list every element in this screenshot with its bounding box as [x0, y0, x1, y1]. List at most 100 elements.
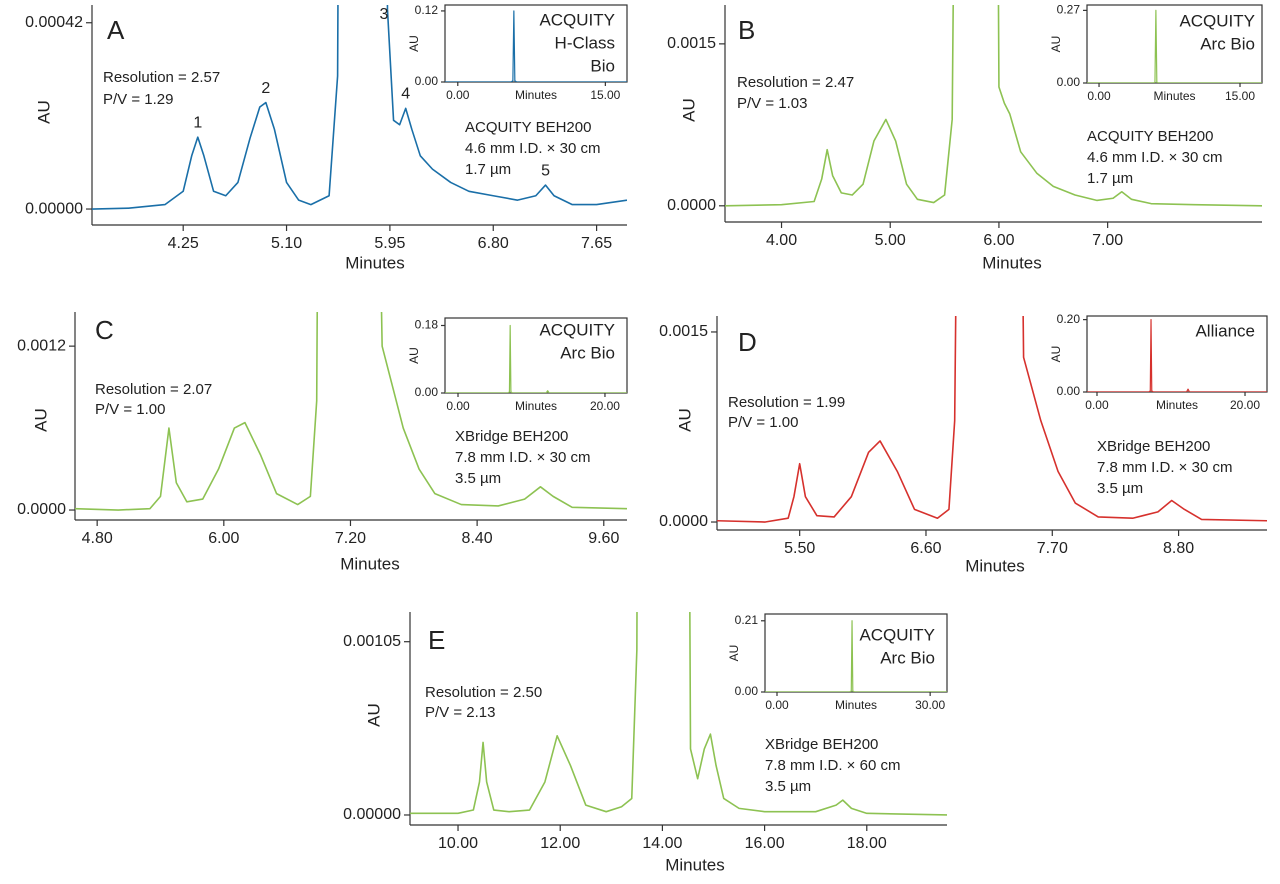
x-tick-label: 0.00	[1087, 89, 1111, 103]
x-tick-label: 7.20	[335, 530, 366, 547]
trace	[1087, 319, 1267, 392]
panel-label: C	[95, 315, 114, 345]
inset-y-title: AU	[407, 347, 421, 364]
y-tick-label: 0.00	[735, 684, 759, 698]
inset-y-title: AU	[1049, 36, 1063, 53]
pv-ratio: P/V = 2.13	[425, 704, 495, 721]
y-tick-label: 0.27	[1057, 3, 1081, 17]
pv-ratio: P/V = 1.03	[737, 95, 807, 112]
column-info: XBridge BEH200	[1097, 438, 1210, 455]
panel-label: E	[428, 625, 445, 655]
x-tick-label: 10.00	[438, 835, 478, 852]
y-tick-label: 0.0000	[659, 513, 708, 530]
y-axis-title: AU	[364, 703, 383, 727]
x-tick-label: 0.00	[446, 399, 470, 413]
y-axis-title: AU	[679, 98, 698, 122]
x-tick-label: 15.00	[1225, 89, 1255, 103]
x-tick-label: 5.95	[374, 235, 405, 252]
trace-group	[717, 316, 1267, 523]
trace-group	[92, 5, 627, 210]
column-info: 7.8 mm I.D. × 30 cm	[1097, 459, 1232, 476]
trace-group	[725, 5, 1262, 207]
x-tick-label: 7.65	[581, 235, 612, 252]
y-tick-label: 0.00000	[343, 806, 401, 823]
trace	[717, 316, 1267, 523]
column-info: 7.8 mm I.D. × 30 cm	[455, 449, 590, 466]
column-info: 3.5 µm	[455, 470, 501, 487]
pv-ratio: P/V = 1.00	[728, 414, 798, 431]
y-tick-label: 0.00042	[25, 14, 83, 31]
x-tick-label: 4.25	[168, 235, 199, 252]
column-info: 1.7 µm	[465, 161, 511, 178]
x-tick-label: 18.00	[847, 835, 887, 852]
y-tick-label: 0.00	[415, 74, 439, 88]
system-name: H-Class	[555, 33, 615, 52]
system-name: Alliance	[1195, 321, 1255, 340]
x-axis-title: Minutes	[965, 556, 1025, 575]
y-tick-label: 0.00000	[25, 200, 83, 217]
trace-group	[1087, 9, 1262, 83]
trace-group	[75, 312, 627, 511]
x-tick-label: 9.60	[588, 530, 619, 547]
column-info: XBridge BEH200	[455, 428, 568, 445]
y-tick-label: 0.00	[415, 385, 439, 399]
x-tick-label: 30.00	[915, 698, 945, 712]
y-tick-label: 0.00	[1057, 75, 1081, 89]
y-tick-label: 0.00	[1057, 384, 1081, 398]
x-tick-label: 4.80	[82, 530, 113, 547]
inset-y-title: AU	[727, 645, 741, 662]
x-tick-label: 6.00	[983, 232, 1014, 249]
column-info: 7.8 mm I.D. × 60 cm	[765, 757, 900, 774]
resolution: Resolution = 2.57	[103, 69, 220, 86]
peak-label: 5	[541, 162, 550, 179]
panel-label: D	[738, 327, 757, 357]
column-info: 4.6 mm I.D. × 30 cm	[1087, 149, 1222, 166]
inset-y-title: AU	[407, 35, 421, 52]
system-name: ACQUITY	[859, 625, 935, 644]
column-info: 3.5 µm	[1097, 480, 1143, 497]
resolution: Resolution = 2.47	[737, 74, 854, 91]
x-tick-label: 15.00	[590, 88, 620, 102]
trace	[445, 10, 627, 82]
system-name: Arc Bio	[1200, 34, 1255, 53]
pv-ratio: P/V = 1.00	[95, 401, 165, 418]
x-tick-label: 5.50	[784, 540, 815, 557]
peak-label: 1	[193, 114, 202, 131]
trace	[75, 312, 627, 511]
system-name: ACQUITY	[539, 320, 615, 339]
y-tick-label: 0.0000	[17, 501, 66, 518]
x-tick-label: 14.00	[642, 835, 682, 852]
x-axis-title: Minutes	[345, 253, 405, 272]
column-info: 1.7 µm	[1087, 170, 1133, 187]
y-tick-label: 0.0015	[667, 35, 716, 52]
trace-group	[445, 324, 627, 393]
column-info: 4.6 mm I.D. × 30 cm	[465, 140, 600, 157]
column-info: ACQUITY BEH200	[1087, 128, 1213, 145]
inset-x-title: Minutes	[1156, 398, 1198, 412]
x-tick-label: 5.00	[875, 232, 906, 249]
inset-x-title: Minutes	[835, 698, 877, 712]
panel-label: B	[738, 15, 755, 45]
trace	[92, 5, 627, 210]
x-tick-label: 0.00	[765, 698, 789, 712]
x-tick-label: 8.80	[1163, 540, 1194, 557]
x-axis-title: Minutes	[982, 253, 1042, 272]
x-tick-label: 0.00	[446, 88, 470, 102]
column-info: ACQUITY BEH200	[465, 119, 591, 136]
x-axis-title: Minutes	[340, 554, 400, 573]
x-tick-label: 20.00	[590, 399, 620, 413]
system-name: Arc Bio	[560, 343, 615, 362]
y-tick-label: 0.00105	[343, 633, 401, 650]
peak-label: 2	[261, 80, 270, 97]
inset-x-title: Minutes	[515, 88, 557, 102]
pv-ratio: P/V = 1.29	[103, 91, 173, 108]
peak-label: 3	[379, 6, 388, 23]
trace-group	[765, 620, 947, 692]
x-tick-label: 20.00	[1230, 398, 1260, 412]
x-tick-label: 0.00	[1085, 398, 1109, 412]
system-name: Bio	[590, 56, 615, 75]
inset-x-title: Minutes	[1153, 89, 1195, 103]
peak-label: 4	[401, 86, 410, 103]
y-tick-label: 0.12	[415, 3, 439, 17]
